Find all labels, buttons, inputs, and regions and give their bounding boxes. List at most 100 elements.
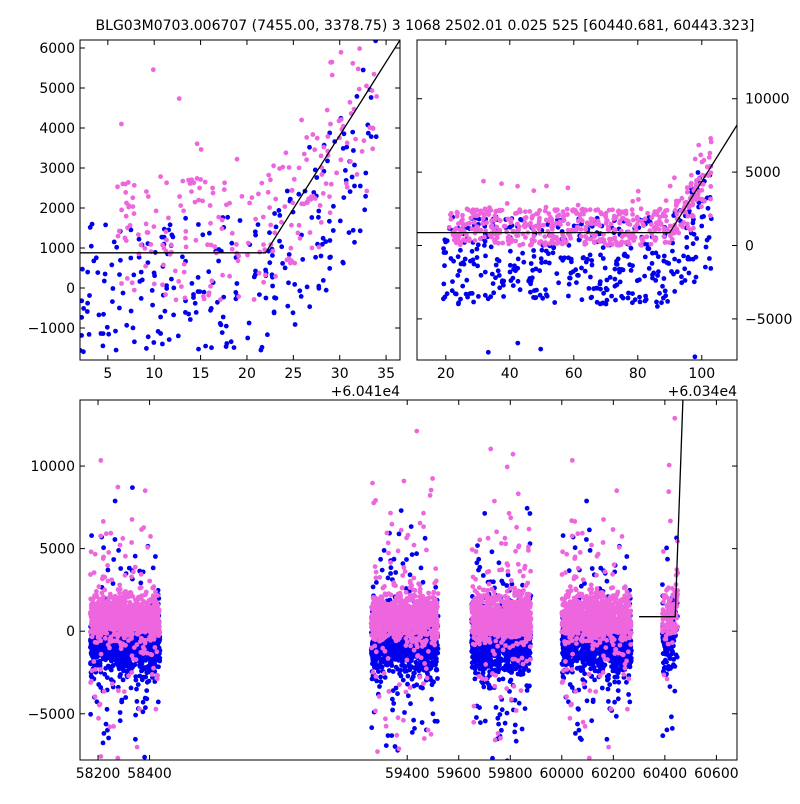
data-point-pink [699,188,704,193]
data-point-blue [103,666,108,671]
data-point-blue [624,554,629,559]
data-point-blue [523,706,528,711]
data-point-blue [650,261,655,266]
data-point-pink [196,198,201,203]
data-point-pink [263,273,268,278]
data-point-blue [693,354,698,359]
data-point-blue [220,330,225,335]
data-point-pink [473,209,478,214]
data-point-pink [198,177,203,182]
data-point-blue [118,710,123,715]
data-point-blue [656,269,661,274]
data-point-blue [546,251,551,256]
data-point-blue [101,344,106,349]
data-point-blue [475,247,480,252]
data-point-pink [680,196,685,201]
data-point-blue [238,218,243,223]
data-point-blue [600,686,605,691]
data-point-blue [305,285,310,290]
data-point-blue [85,301,90,306]
data-point-pink [707,155,712,160]
data-point-pink [499,181,504,186]
data-point-blue [423,536,428,541]
data-point-pink [530,237,535,242]
data-point-blue [456,300,461,305]
data-point-pink [668,224,673,229]
y-tick-label: 6000 [39,41,75,57]
data-point-blue [669,269,674,274]
data-point-pink [126,180,131,185]
data-point-blue [138,401,143,406]
data-point-blue [486,350,491,355]
data-point-blue [588,666,593,671]
data-point-pink [364,84,369,89]
data-point-blue [142,755,147,760]
data-point-blue [196,289,201,294]
data-point-pink [208,284,213,289]
y-tick-label: 10000 [745,92,790,108]
data-point-pink [130,280,135,285]
data-point-blue [80,267,85,272]
data-point-blue [614,714,619,719]
data-point-blue [420,686,425,691]
data-point-blue [601,291,606,296]
data-point-blue [530,268,535,273]
data-point-blue [508,249,513,254]
data-point-blue [171,313,176,318]
data-point-pink [120,182,125,187]
data-point-blue [191,292,196,297]
data-point-pink [154,209,159,214]
data-point-blue [445,291,450,296]
data-point-blue [325,159,330,164]
data-point-pink [319,220,324,225]
data-point-blue [430,682,435,687]
data-point-blue [378,675,383,680]
data-point-blue [409,524,414,529]
data-point-blue [525,506,530,511]
data-point-blue [618,280,623,285]
data-point-blue [209,345,214,350]
data-point-blue [589,718,594,723]
data-point-pink [277,166,282,171]
data-point-blue [402,664,407,669]
data-point-pink [218,297,223,302]
x-tick-label: 20 [238,366,256,382]
data-point-blue [532,254,537,259]
data-point-blue [684,245,689,250]
data-point-blue [543,260,548,265]
data-point-blue [202,290,207,295]
data-point-blue [617,270,622,275]
data-point-blue [391,701,396,706]
data-point-blue [328,238,333,243]
data-point-pink [124,201,129,206]
data-point-blue [526,668,531,673]
data-point-blue [299,294,304,299]
data-point-blue [377,684,382,689]
data-point-pink [579,234,584,239]
data-point-pink [179,284,184,289]
data-point-pink [222,187,227,192]
data-point-blue [151,340,156,345]
data-point-pink [256,192,261,197]
data-point-pink [523,235,528,240]
data-point-pink [164,180,169,185]
data-point-pink [353,137,358,142]
data-point-blue [150,303,155,308]
data-point-pink [604,218,609,223]
y-tick-label: 2000 [39,201,75,217]
data-point-pink [639,206,644,211]
data-point-blue [88,225,93,230]
data-point-blue [576,273,581,278]
data-point-pink [542,234,547,239]
data-point-pink [515,211,520,216]
data-point-pink [447,225,452,230]
data-point-pink [467,238,472,243]
data-point-blue [158,315,163,320]
data-point-pink [576,203,581,208]
data-point-blue [491,290,496,295]
data-point-pink [460,226,465,231]
data-point-blue [707,235,712,240]
data-point-blue [543,287,548,292]
data-point-pink [284,150,289,155]
data-point-blue [605,579,610,584]
